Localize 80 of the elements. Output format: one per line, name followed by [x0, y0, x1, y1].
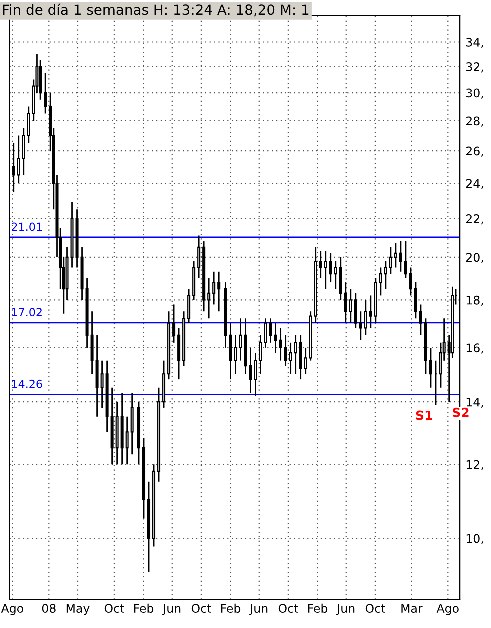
candlestick: [172, 304, 176, 344]
x-tick-label: Mar: [402, 604, 423, 614]
candlestick: [289, 342, 292, 375]
y-tick-label: 26,: [466, 146, 484, 157]
annotation: S2: [453, 408, 469, 418]
x-tick-label: Ago: [436, 604, 459, 616]
candlestick: [284, 334, 288, 367]
y-tick-label: 18,: [466, 296, 484, 306]
candlestick: [404, 240, 408, 279]
candlestick: [304, 347, 308, 375]
x-tick-label: Jun: [250, 604, 268, 616]
x-tick-label: Oct: [104, 604, 124, 614]
candlestick: [359, 310, 362, 342]
candlestick: [419, 304, 422, 336]
candlestick: [17, 135, 20, 184]
chart-title: Fin de día 1 semanas H: 13:24 A: 18,20 M: 1: [3, 4, 309, 17]
candlestick: [329, 252, 332, 284]
y-tick-label: 16,: [466, 344, 484, 354]
x-tick-label: Ago: [1, 604, 24, 616]
y-tick-label: 34,: [466, 38, 484, 48]
candlestick: [27, 106, 30, 144]
y-tick-label: 28,: [466, 116, 484, 127]
candlestick: [414, 282, 418, 320]
y-tick-label: 10,: [466, 534, 484, 544]
candlestick: [218, 271, 221, 312]
candlestick: [22, 128, 26, 176]
candlestick: [319, 250, 322, 279]
candlestick: [239, 318, 242, 362]
y-tick-label: 24,: [466, 179, 484, 190]
y-tick-label: 12,: [466, 460, 484, 470]
x-tick-label: Feb: [308, 604, 328, 614]
candlestick: [354, 292, 358, 329]
candlestick: [269, 318, 272, 344]
candlestick: [294, 334, 298, 375]
x-tick-label: Oct: [366, 604, 386, 614]
y-tick-label: 32,: [466, 62, 484, 73]
candlestick: [334, 260, 338, 290]
candlestick: [349, 288, 352, 324]
candlestick: [208, 278, 211, 320]
candlestick: [249, 347, 252, 394]
y-tick-label: 22,: [466, 214, 484, 225]
candlestick: [324, 250, 328, 290]
x-tick-label: Feb: [221, 604, 241, 614]
x-tick-label: Jun: [336, 604, 355, 616]
x-tick-label: 08: [42, 604, 56, 614]
ref-line-label: 14.26: [12, 380, 42, 388]
x-tick-label: Feb: [134, 604, 154, 614]
candlestick: [44, 72, 48, 115]
candlestick: [274, 322, 278, 354]
x-tick-label: May: [66, 604, 90, 616]
x-tick-label: Oct: [278, 604, 298, 614]
candlestick: [259, 334, 262, 375]
candlestick: [212, 271, 216, 306]
candlestick: [264, 318, 268, 349]
candlestick: [198, 235, 201, 279]
candlestick: [254, 352, 258, 398]
y-tick-label: 14,: [466, 398, 484, 408]
candlestick: [384, 260, 388, 290]
candlestick: [389, 246, 392, 275]
candlestick: [369, 295, 372, 329]
candlestick: [344, 282, 348, 324]
annotation: S1: [416, 410, 432, 420]
candlestick: [409, 267, 412, 296]
candlestick: [399, 240, 402, 273]
x-tick-label: Oct: [192, 604, 212, 614]
y-tick-label: 20,: [466, 253, 484, 264]
candlestick: [394, 242, 398, 268]
candlestick: [234, 334, 238, 375]
candlestick: [12, 142, 16, 193]
x-tick-label: Jun: [162, 604, 181, 616]
candlestick: [429, 347, 432, 389]
ref-line-label: 17.02: [12, 308, 42, 317]
y-tick-label: 30,: [466, 88, 484, 99]
candlestick: [279, 327, 282, 362]
candlestick: [364, 299, 368, 336]
candlestick: [379, 267, 382, 296]
candlestick: [188, 288, 191, 324]
candlestick: [100, 360, 104, 409]
candlestick: [126, 416, 129, 466]
ref-line-label: 21.01: [12, 222, 42, 232]
